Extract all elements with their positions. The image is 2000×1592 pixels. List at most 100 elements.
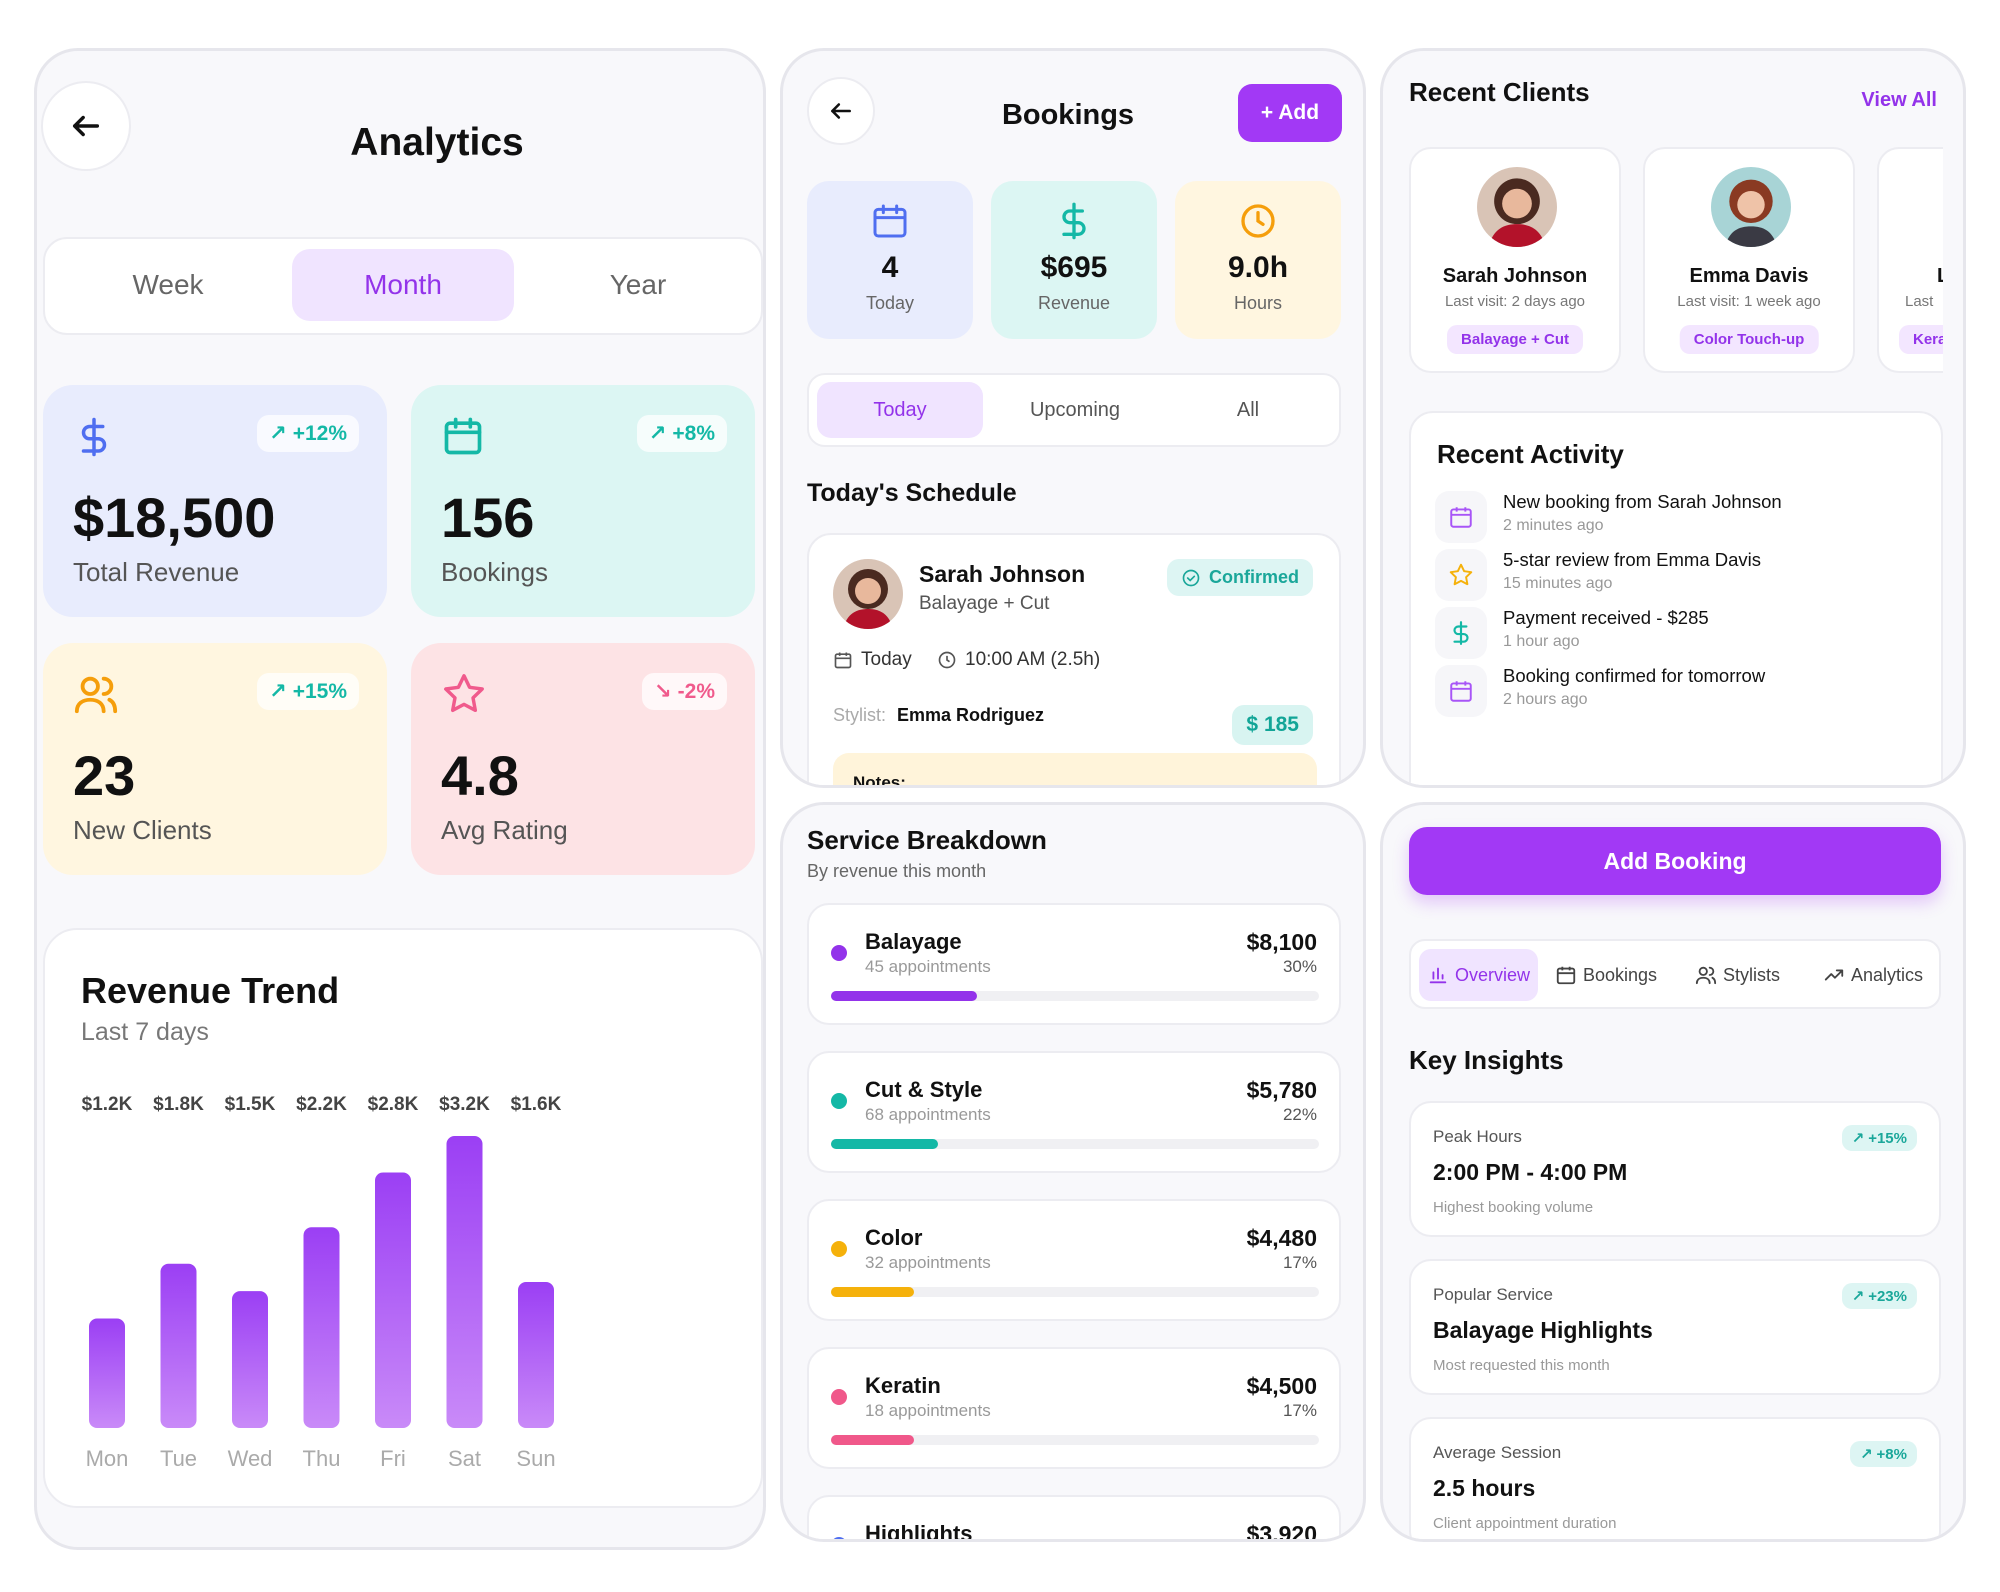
activity-item[interactable]: 5-star review from Emma Davis 15 minutes… [1435,547,1925,607]
chart-bar[interactable] [89,1318,125,1429]
service-name: Color [865,1225,923,1250]
service-row[interactable]: Balayage 45 appointments $8,100 30% [807,903,1341,1025]
service-percent: 17% [1282,1253,1317,1272]
insight-value: 2:00 PM - 4:00 PM [1433,1159,1628,1185]
users-icon [73,671,119,717]
summary-card-today[interactable]: 4 Today [807,181,973,339]
filter-upcoming[interactable]: Upcoming [1029,398,1121,421]
add-button[interactable]: + Add [1238,84,1342,142]
progress-track [831,1287,1319,1297]
x-tick-label: Wed [228,1446,273,1471]
day-text: Today [861,649,912,670]
tab-overview[interactable]: Overview [1419,949,1539,1001]
period-week[interactable]: Week [132,269,204,300]
chart-bar[interactable] [303,1227,340,1428]
avatar [833,559,903,629]
stat-value: $18,500 [73,486,276,549]
tab-label: Bookings [1583,964,1658,985]
client-name: Emma Davis [1689,265,1809,287]
bar-value-label: $2.2K [296,1094,347,1115]
client-name: Sarah Johnson [1442,265,1588,287]
time-text: 10:00 AM (2.5h) [965,649,1101,670]
client-card[interactable]: L Last Kera [1877,147,1943,373]
stat-label: New Clients [73,815,212,845]
activity-item[interactable]: Booking confirmed for tomorrow 2 hours a… [1435,663,1925,723]
stylist-name: Emma Rodriguez [897,705,1045,725]
filter-today[interactable]: Today [817,382,983,438]
activity-text: Booking confirmed for tomorrow [1503,665,1766,686]
stylist-row: Stylist: Emma Rodriguez [833,705,1044,726]
bar-chart-icon [1429,967,1447,984]
summary-value: 9.0h [1227,251,1289,284]
service-amount: $4,480 [1246,1225,1317,1251]
service-row[interactable]: Keratin 18 appointments $4,500 17% [807,1347,1341,1469]
price-badge: $ 185 [1232,705,1313,745]
chart-bar[interactable] [232,1291,268,1428]
service-appointments: 45 appointments [865,957,991,976]
change-value: +15% [1868,1129,1907,1147]
x-tick-label: Mon [86,1446,129,1471]
chart-subtitle: Last 7 days [81,1018,209,1046]
back-button[interactable] [41,81,131,171]
client-last-visit: Last [1905,293,1934,310]
client-card[interactable]: Sarah Johnson Last visit: 2 days ago Bal… [1409,147,1621,373]
price-value: 185 [1263,713,1299,736]
back-button[interactable] [807,77,875,145]
summary-value: 4 [881,251,899,284]
stat-card-new-clients[interactable]: ↗ +15% 23 New Clients [43,643,387,875]
period-month[interactable]: Month [292,249,514,321]
chart-bar[interactable] [160,1263,197,1428]
tab-bookings[interactable]: Bookings [1547,949,1665,1001]
stylist-label: Stylist: [833,705,887,725]
stat-card-revenue[interactable]: ↗ +12% $18,500 Total Revenue [43,385,387,617]
tab-stylists[interactable]: Stylists [1687,949,1788,1001]
insight-card[interactable]: Popular Service Balayage Highlights Most… [1409,1259,1941,1395]
summary-label: Today [865,293,915,313]
client-card[interactable]: Emma Davis Last visit: 1 week ago Color … [1643,147,1855,373]
notes-label: Notes: [853,773,906,788]
summary-card-hours[interactable]: 9.0h Hours [1175,181,1341,339]
service-breakdown-panel: Service Breakdown By revenue this month … [780,802,1366,1542]
summary-card-revenue[interactable]: $695 Revenue [991,181,1157,339]
stat-card-avg-rating[interactable]: ↘ -2% 4.8 Avg Rating [411,643,755,875]
chart-bar[interactable] [518,1282,554,1428]
view-all-link[interactable]: View All [1861,89,1937,111]
bar-value-label: $1.8K [153,1094,204,1115]
service-row[interactable]: Color 32 appointments $4,480 17% [807,1199,1341,1321]
status-text: Confirmed [1209,567,1299,587]
summary-value: $695 [1040,251,1108,284]
insight-description: Client appointment duration [1433,1515,1617,1532]
progress-fill [831,991,978,1001]
service-amount: $5,780 [1246,1077,1317,1103]
insight-value: 2.5 hours [1433,1475,1536,1501]
bar-value-label: $1.2K [82,1094,133,1115]
chart-bar[interactable] [375,1172,411,1429]
service-row[interactable]: Cut & Style 68 appointments $5,780 22% [807,1051,1341,1173]
service-percent: 30% [1282,957,1317,976]
service-color-dot [831,1389,847,1405]
appointment-card[interactable]: Sarah Johnson Balayage + Cut Confirmed T… [807,533,1341,788]
check-circle-icon [1182,569,1200,586]
chart-bar[interactable] [446,1136,483,1428]
insight-card[interactable]: Average Session 2.5 hours Client appoint… [1409,1417,1941,1539]
service-appointments: 68 appointments [865,1105,991,1124]
activity-item[interactable]: Payment received - $285 1 hour ago [1435,605,1925,665]
service-name: Highlights [865,1521,973,1542]
bar-value-label: $1.5K [225,1094,276,1115]
activity-item[interactable]: New booking from Sarah Johnson 2 minutes… [1435,489,1925,549]
service-percent: 22% [1282,1105,1317,1124]
avatar [1477,167,1557,247]
service-row[interactable]: Highlights $3,920 [807,1495,1341,1542]
tab-analytics[interactable]: Analytics [1815,949,1931,1001]
activity-time: 2 hours ago [1503,691,1588,708]
stat-card-bookings[interactable]: ↗ +8% 156 Bookings [411,385,755,617]
star-icon [441,671,487,717]
add-booking-button[interactable]: Add Booking [1409,827,1941,895]
insight-card[interactable]: Peak Hours 2:00 PM - 4:00 PM Highest boo… [1409,1101,1941,1237]
change-value: +23% [1868,1287,1907,1305]
activity-time: 15 minutes ago [1503,575,1613,592]
service-color-dot [831,945,847,961]
client-tag: Color Touch-up [1679,325,1819,354]
period-year[interactable]: Year [609,269,667,300]
filter-all[interactable]: All [1236,398,1260,421]
